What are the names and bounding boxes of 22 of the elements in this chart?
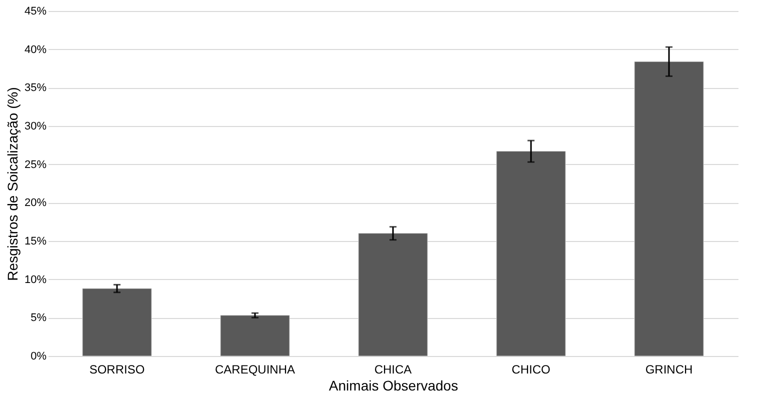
y-tick-label: 5% (30, 312, 47, 324)
y-tick-label: 10% (24, 274, 47, 286)
y-tick-label: 30% (24, 120, 47, 132)
y-tick-label: 20% (24, 197, 47, 210)
y-tick-label: 40% (24, 44, 47, 56)
y-tick-label: 45% (24, 6, 47, 18)
y-tick-label: 35% (24, 82, 47, 94)
x-tick-label: SORRISO (89, 362, 145, 376)
bar (220, 315, 290, 356)
x-tick-label: GRINCH (645, 362, 693, 376)
bar (82, 288, 152, 356)
y-tick-label: 25% (24, 158, 47, 171)
y-tick-label: 15% (24, 236, 47, 248)
bar (358, 233, 428, 356)
y-axis-title: Resgistros de Soicalização (%) (4, 87, 20, 281)
x-tick-label: CAREQUINHA (214, 362, 296, 376)
y-tick-label: 0% (30, 350, 47, 362)
bar (634, 61, 704, 356)
x-tick-label: CHICA (374, 362, 412, 376)
bar (496, 151, 566, 356)
x-tick-label: CHICO (512, 362, 550, 376)
x-axis-title: Animais Observados (328, 378, 458, 394)
